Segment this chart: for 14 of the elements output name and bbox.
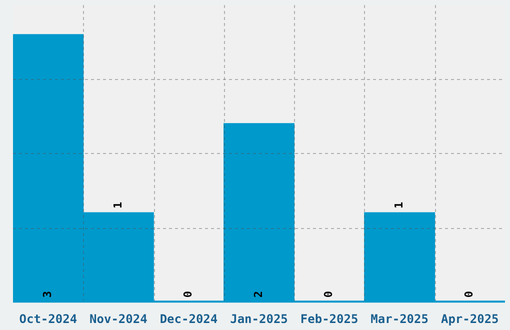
x-tick-label: Oct-2024 (19, 312, 78, 326)
data-label: 0 (182, 290, 195, 298)
x-tick-label: Apr-2025 (440, 312, 499, 326)
data-label: 1 (392, 202, 406, 209)
x-tick-label: Feb-2025 (300, 312, 358, 326)
data-label: 0 (462, 290, 476, 298)
data-label: 3 (41, 290, 54, 298)
x-tick-label: Jan-2025 (230, 312, 288, 326)
x-tick-label: Dec-2024 (160, 312, 218, 326)
x-tick-label: Nov-2024 (90, 312, 148, 326)
data-label: 0 (322, 290, 336, 298)
data-label: 2 (252, 290, 265, 298)
x-tick-label: Mar-2025 (370, 312, 428, 326)
data-label: 1 (111, 202, 124, 209)
